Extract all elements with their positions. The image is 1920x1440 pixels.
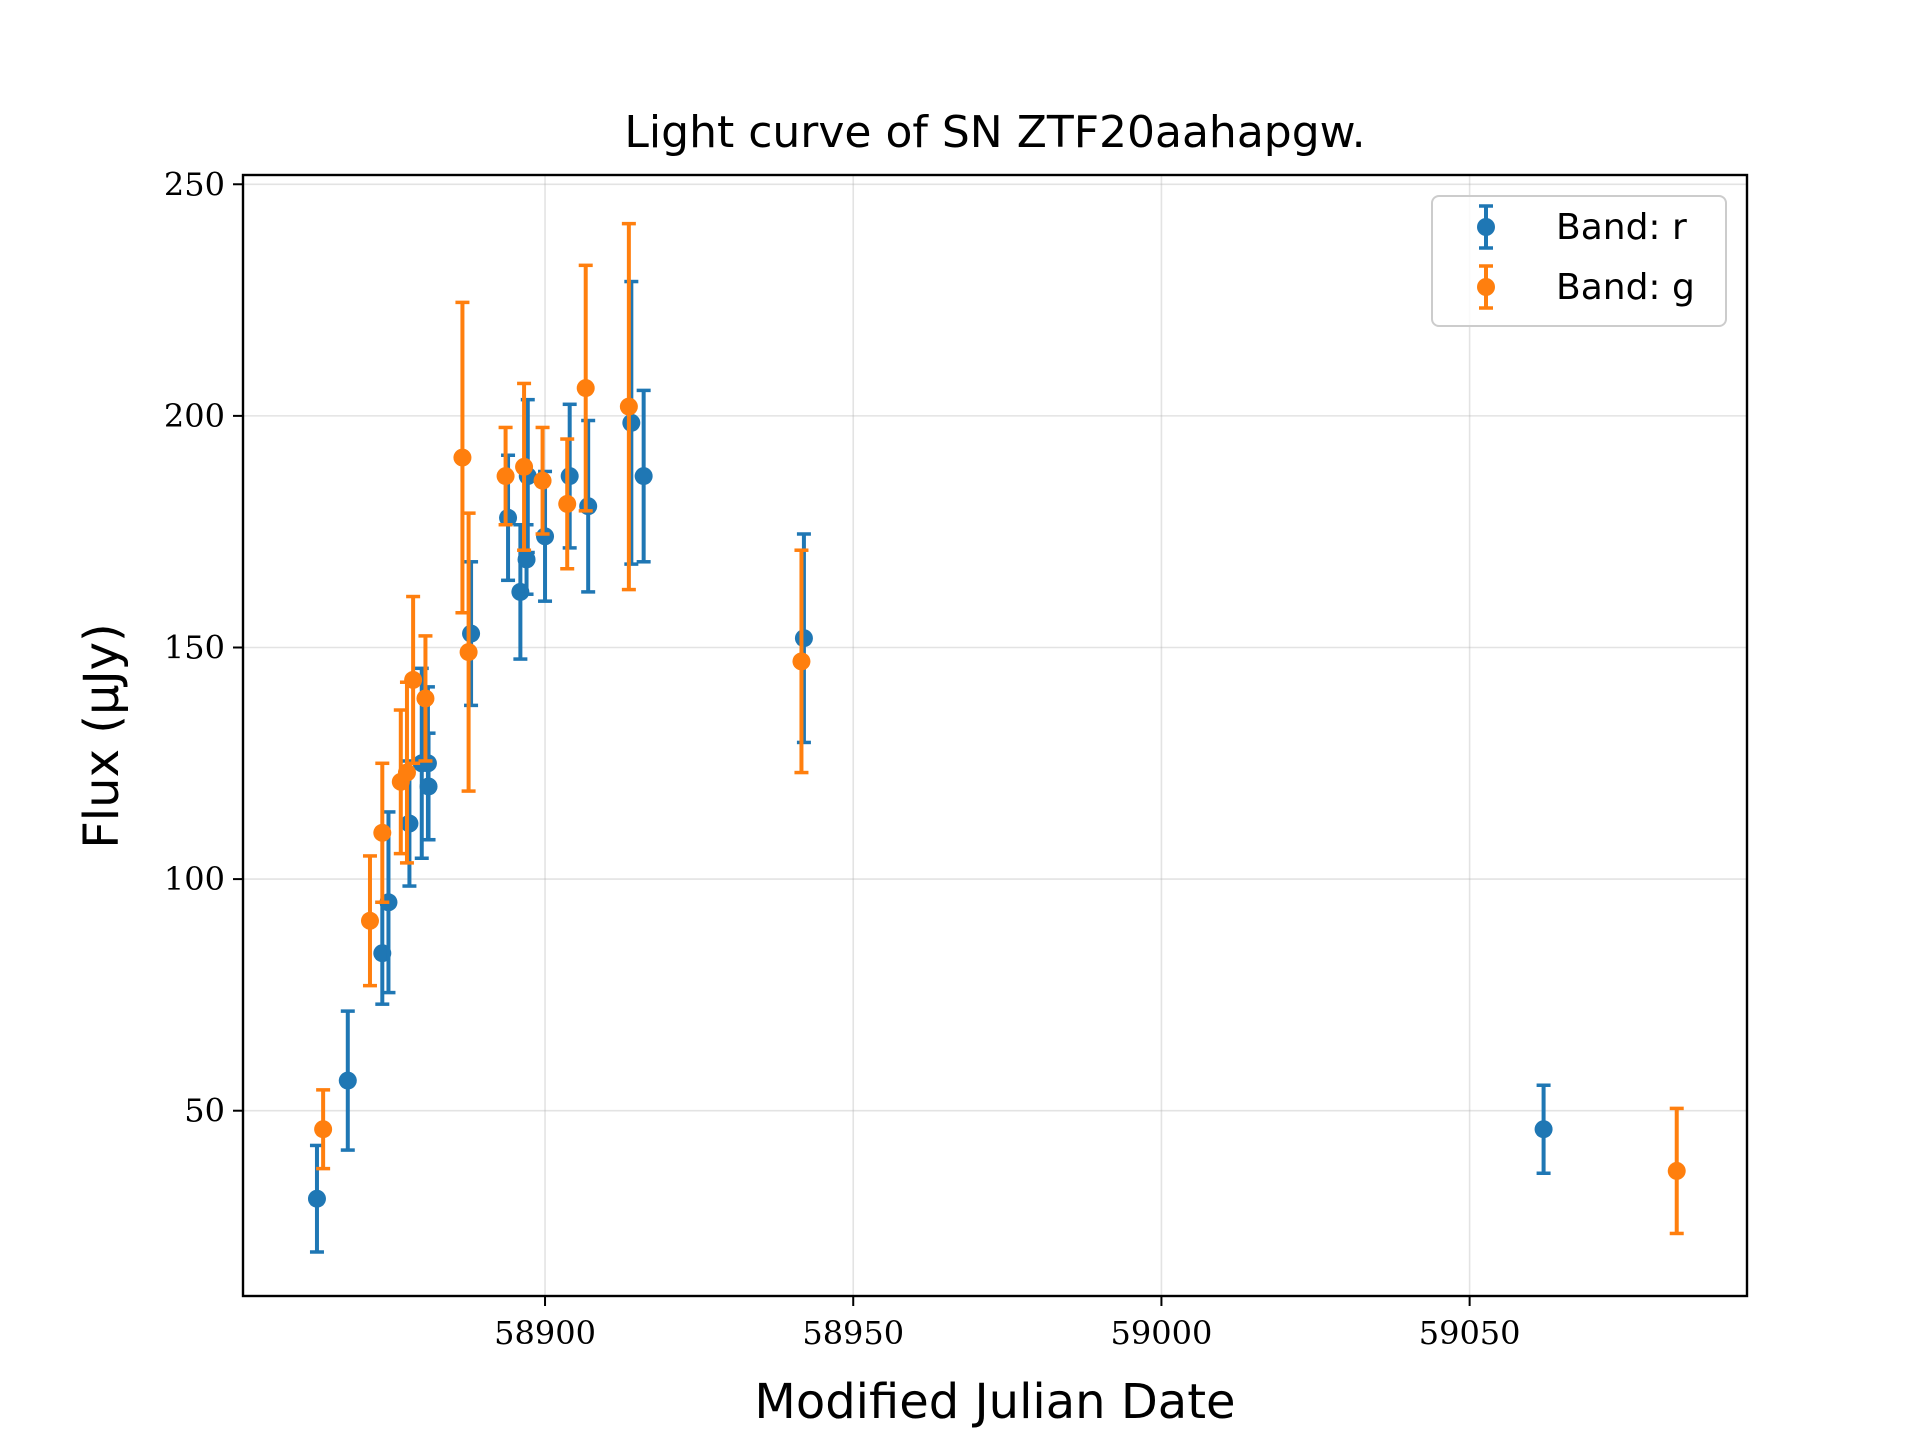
legend: Band: r Band: g <box>1431 195 1727 327</box>
y-axis-label: Flux (μJy) <box>74 623 130 849</box>
data-point <box>397 763 416 782</box>
data-point <box>416 689 435 708</box>
y-tick-label: 250 <box>164 165 225 203</box>
x-tick-label: 58950 <box>802 1314 904 1352</box>
data-point <box>576 379 595 398</box>
x-axis-label: Modified Julian Date <box>754 1374 1235 1430</box>
legend-marker <box>1477 278 1495 296</box>
data-point <box>499 508 518 527</box>
data-point <box>794 629 813 648</box>
data-point <box>517 550 536 569</box>
y-tick-label: 200 <box>164 397 225 435</box>
x-tick-label: 59000 <box>1111 1314 1213 1352</box>
data-point <box>619 397 638 416</box>
data-point <box>307 1189 326 1208</box>
legend-item-0: Band: r <box>1477 204 1687 250</box>
series-1 <box>314 221 1686 1236</box>
legend-label: Band: r <box>1556 207 1687 248</box>
legend-item-1: Band: g <box>1477 264 1695 310</box>
y-tick-label: 150 <box>164 628 225 666</box>
plot-frame <box>241 173 1749 1298</box>
data-point <box>536 527 555 546</box>
data-point <box>622 413 641 432</box>
x-tick-label: 59050 <box>1419 1314 1521 1352</box>
data-point <box>634 467 653 486</box>
chart-title: Light curve of SN ZTF20aahapgw. <box>624 107 1365 158</box>
data-point <box>338 1071 357 1090</box>
grid <box>243 175 1747 1296</box>
data-point <box>560 467 579 486</box>
legend-box <box>1431 195 1727 327</box>
data-point <box>533 471 552 490</box>
data-point <box>419 777 438 796</box>
legend-label: Band: g <box>1556 267 1695 308</box>
data-point <box>360 911 379 930</box>
data-series <box>307 221 1686 1254</box>
data-point <box>1534 1120 1553 1139</box>
legend-marker <box>1477 218 1495 236</box>
data-point <box>558 494 577 513</box>
data-point <box>400 814 419 833</box>
data-point <box>453 448 472 467</box>
data-point <box>462 624 481 643</box>
data-point <box>314 1120 333 1139</box>
data-point <box>404 670 423 689</box>
data-point <box>459 643 478 662</box>
x-tick-label: 58900 <box>494 1314 596 1352</box>
axis-ticks: 58900 58950 59000 59050 50 100 150 200 250 <box>164 165 1521 1352</box>
y-tick-label: 100 <box>164 860 225 898</box>
data-point <box>496 467 515 486</box>
y-tick-label: 50 <box>184 1092 225 1130</box>
data-point <box>515 457 534 476</box>
data-point <box>373 823 392 842</box>
data-point <box>1667 1161 1686 1180</box>
data-point <box>792 652 811 671</box>
